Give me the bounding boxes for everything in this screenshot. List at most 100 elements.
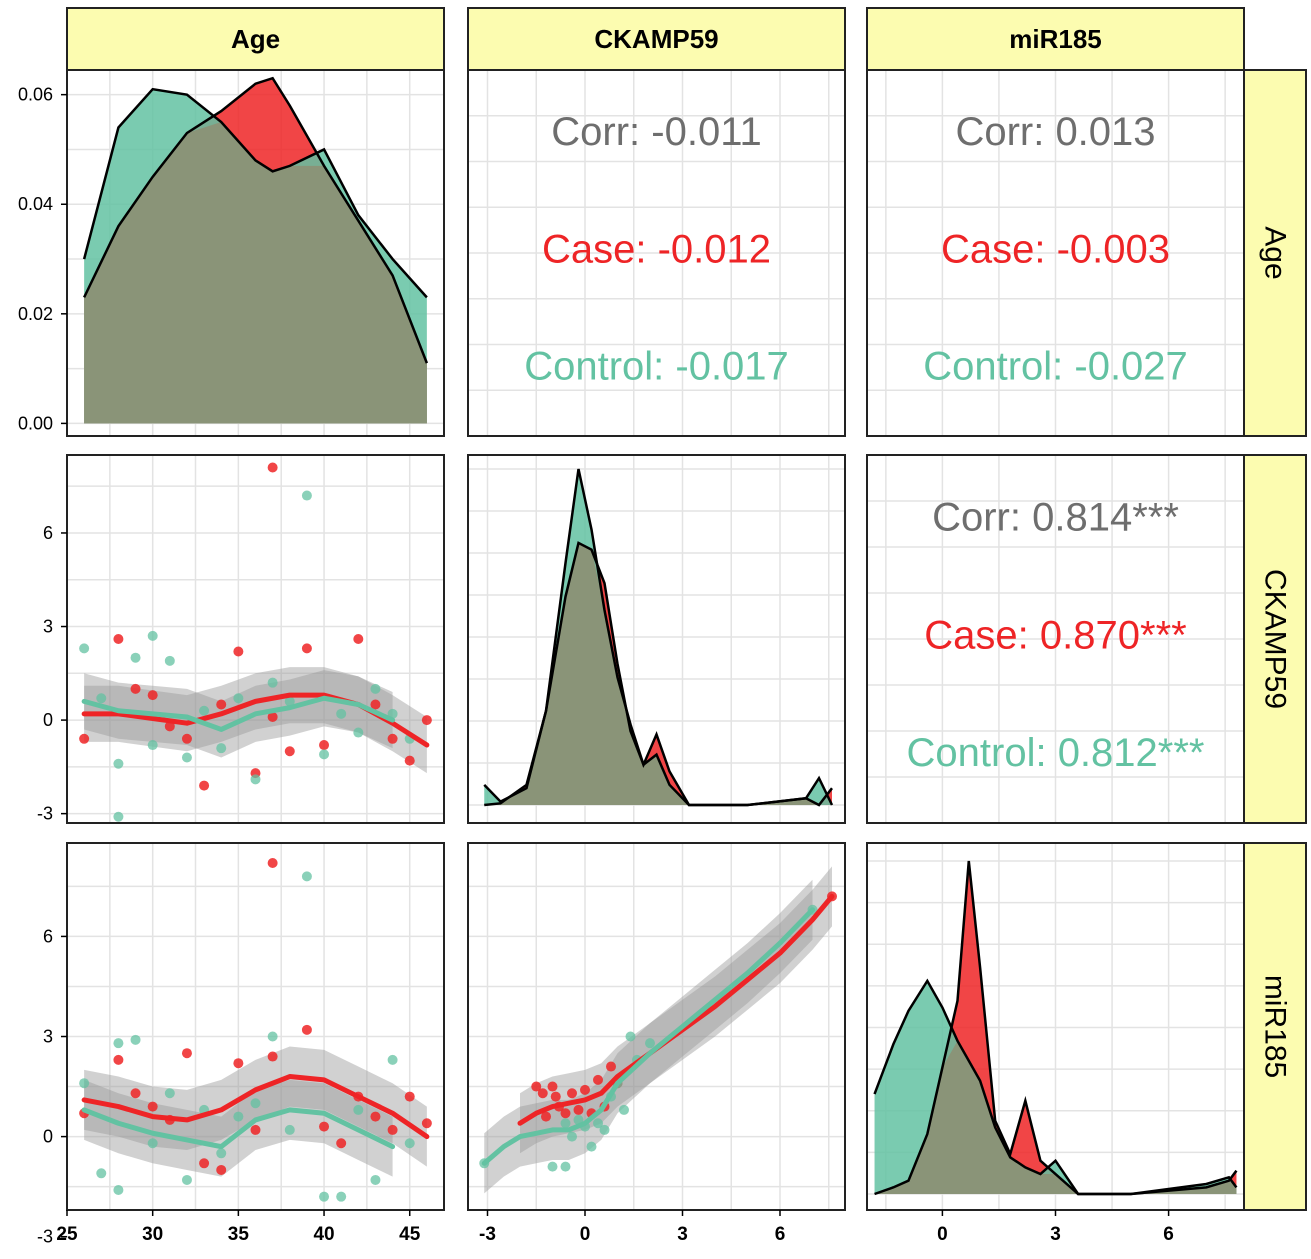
- panel-ckamp59-age: [66, 454, 445, 824]
- point-control: [199, 705, 210, 716]
- point-case: [560, 1108, 571, 1119]
- point-case: [113, 634, 124, 644]
- strip-top-label-mir185: miR185: [1009, 24, 1102, 54]
- point-case: [370, 1111, 381, 1122]
- strip-right-label-mir185: miR185: [1259, 975, 1292, 1078]
- point-control: [645, 1038, 655, 1049]
- point-control: [130, 652, 141, 663]
- point-control: [164, 1088, 175, 1099]
- strip-top-label-age: Age: [231, 24, 280, 54]
- point-case: [199, 1158, 210, 1169]
- point-case: [284, 746, 295, 757]
- x-tick-label: 0: [580, 1224, 591, 1245]
- point-control: [233, 1111, 244, 1122]
- strip-top-age: [66, 7, 445, 71]
- point-control: [113, 758, 124, 769]
- point-case: [267, 858, 278, 869]
- point-control: [250, 774, 261, 785]
- point-case: [547, 1081, 558, 1092]
- corr-case: Case: -0.003: [941, 227, 1170, 271]
- panel-age-mir185: Corr: 0.013 Case: -0.003 Control: -0.027: [866, 69, 1245, 437]
- point-control: [96, 693, 107, 704]
- corr-overall: Corr: 0.013: [955, 110, 1155, 154]
- point-case: [113, 1054, 124, 1065]
- point-case: [370, 699, 381, 710]
- point-case: [267, 462, 278, 473]
- y-tick-label: 0: [43, 710, 53, 730]
- point-control: [319, 1191, 330, 1202]
- point-case: [387, 1124, 398, 1135]
- corr-case: Case: -0.012: [542, 227, 771, 271]
- point-case: [336, 1138, 347, 1149]
- density-outline-case-age: [83, 76, 429, 364]
- point-case: [147, 690, 158, 701]
- point-case: [181, 1048, 192, 1059]
- point-control: [181, 1174, 192, 1185]
- panel-background: [67, 455, 444, 823]
- point-case: [593, 1074, 603, 1085]
- point-control: [79, 1078, 90, 1089]
- y-tick-label: 0: [43, 1127, 53, 1147]
- panel-ckamp59-mir185: Corr: 0.814*** Case: 0.870*** Control: 0.8…: [866, 454, 1245, 824]
- panel-border: [66, 842, 445, 1211]
- smooth-line-control: [481, 907, 815, 1166]
- x-tick-label: 6: [1163, 1224, 1174, 1245]
- corr-overall: Corr: 0.814***: [932, 496, 1179, 540]
- point-case: [147, 1101, 158, 1112]
- point-control: [113, 1184, 124, 1195]
- point-case: [181, 733, 192, 744]
- density-overlap-ckamp59: [484, 542, 832, 805]
- density-outline-control-age: [82, 87, 428, 299]
- point-control: [599, 1124, 610, 1135]
- y-tick-label: -3: [37, 1227, 53, 1247]
- grid-lines: [468, 455, 845, 823]
- point-control: [567, 1131, 577, 1142]
- point-control: [547, 1161, 558, 1172]
- point-case: [216, 1164, 227, 1175]
- point-control: [181, 752, 192, 763]
- x-axis-mir185: 0 3 6: [937, 1210, 1174, 1245]
- point-control: [593, 1118, 603, 1129]
- panel-background: [468, 843, 845, 1210]
- x-axis-ckamp59: -3 0 3 6: [479, 1210, 785, 1245]
- panel-mir185-mir185: [866, 842, 1245, 1211]
- panel-mir185-age: [66, 842, 445, 1211]
- density-outline-control-ckamp59: [483, 468, 834, 807]
- point-case: [580, 1084, 590, 1095]
- y-axis-age-density: 0.00 0.02 0.04 0.06: [18, 85, 67, 433]
- smooth-line-control: [81, 695, 396, 732]
- x-tick-label: 35: [228, 1224, 250, 1245]
- point-control: [336, 1191, 347, 1202]
- smooth-ribbon-case: [84, 667, 427, 774]
- point-control: [113, 811, 124, 822]
- panel-age-age: [66, 69, 445, 437]
- x-tick-label: 45: [399, 1224, 421, 1245]
- point-case: [387, 733, 398, 744]
- x-tick-label: 25: [56, 1224, 78, 1245]
- point-control: [147, 630, 158, 641]
- point-control: [284, 1124, 295, 1135]
- point-control: [130, 1034, 141, 1045]
- scatter-points: [79, 858, 432, 1202]
- point-case: [421, 1118, 432, 1129]
- point-control: [79, 643, 90, 654]
- point-control: [619, 1104, 629, 1115]
- strip-top-ckamp59: [467, 7, 846, 71]
- point-control: [336, 708, 347, 719]
- corr-case: Case: 0.870***: [924, 613, 1186, 657]
- panel-background: [67, 843, 444, 1210]
- x-tick-label: 3: [1050, 1224, 1061, 1245]
- point-case: [550, 1091, 561, 1102]
- x-axis-age: 25 30 35 40 45: [56, 1210, 421, 1245]
- point-case: [353, 634, 364, 644]
- panel-border: [66, 69, 445, 437]
- density-overlap-mir185: [874, 1040, 1237, 1194]
- x-tick-label: 40: [313, 1224, 334, 1245]
- point-case: [319, 1121, 330, 1132]
- point-case: [199, 780, 210, 791]
- point-control: [216, 1148, 227, 1159]
- corr-overall: Corr: -0.011: [551, 110, 761, 154]
- point-case: [319, 740, 330, 751]
- panel-mir185-ckamp59: [467, 842, 846, 1211]
